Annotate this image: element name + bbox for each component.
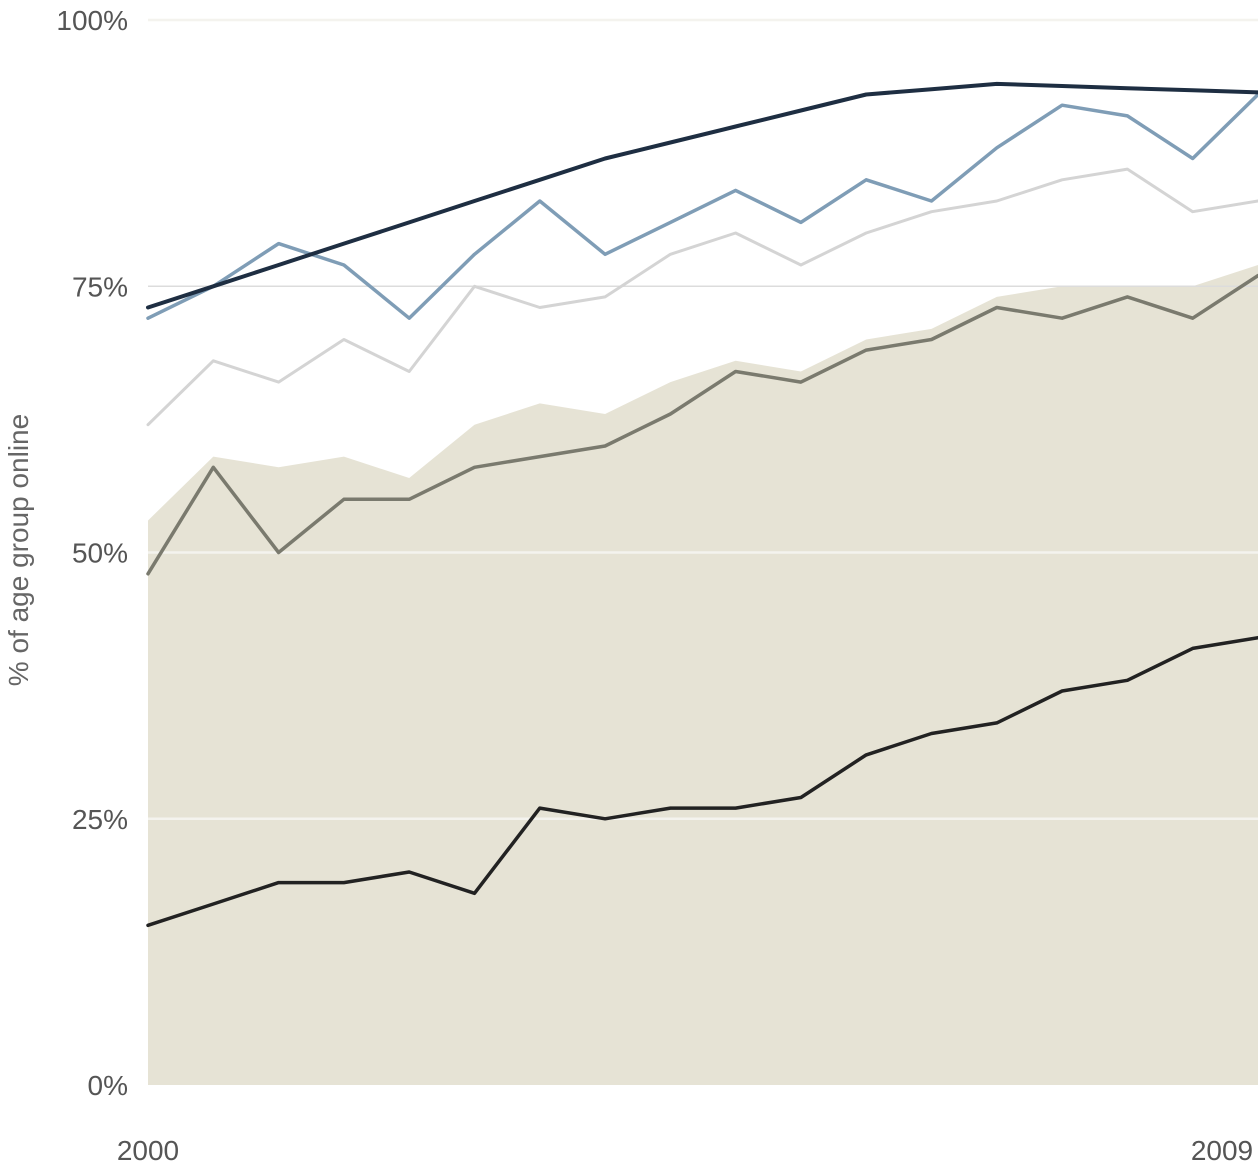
area-band (148, 265, 1258, 1085)
x-tick-label-start: 2000 (117, 1135, 179, 1166)
y-tick-label: 75% (72, 271, 128, 302)
series-line-3 (146, 167, 1258, 427)
y-tick-label: 0% (88, 1070, 128, 1101)
series-line-4 (146, 273, 1258, 576)
y-tick-label: 25% (72, 804, 128, 835)
y-tick-label: 100% (56, 5, 128, 36)
series-line-2 (146, 92, 1258, 320)
series-line-5 (146, 635, 1258, 928)
y-tick-label: 50% (72, 538, 128, 569)
y-axis-ticks: 0% 25% 50% 75% 100% (56, 5, 128, 1101)
gridlines (148, 18, 1258, 820)
y-axis-label: % of age group online (3, 414, 34, 686)
series-lines (146, 81, 1258, 928)
area-layer (148, 265, 1258, 1085)
series-line-1 (146, 81, 1258, 310)
x-tick-label-end: 2009 (1191, 1135, 1253, 1166)
